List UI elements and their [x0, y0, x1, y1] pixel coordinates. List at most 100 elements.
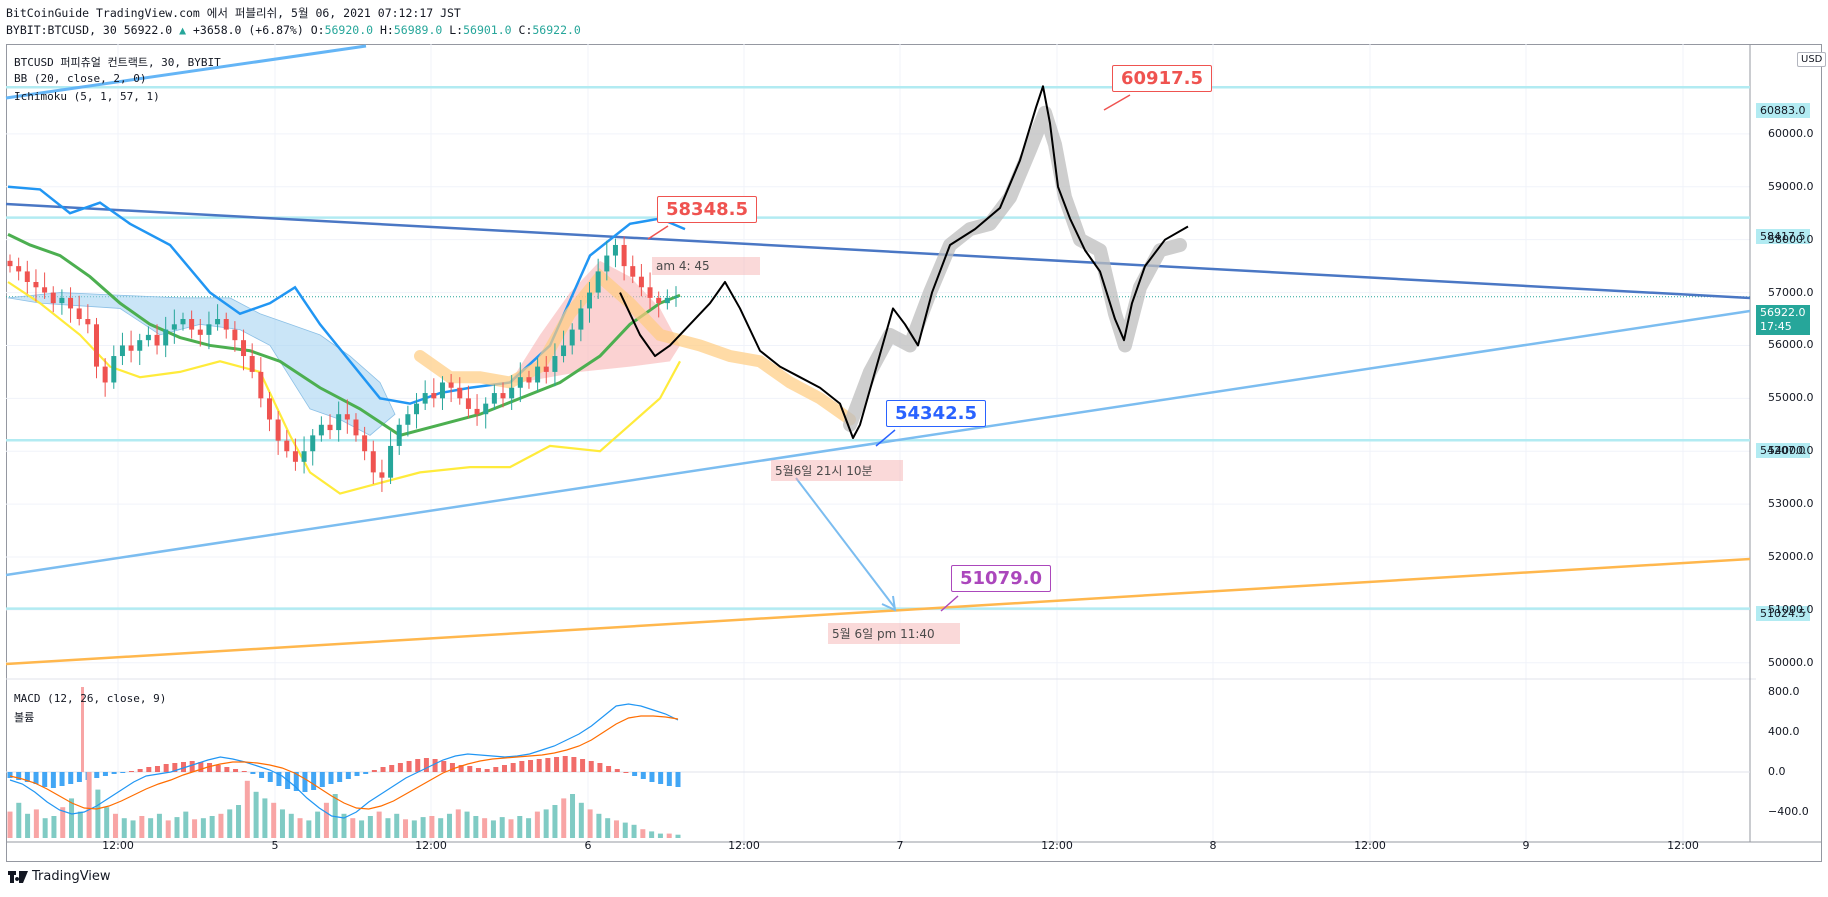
time-note-1[interactable]: am 4: 45: [652, 257, 760, 275]
volume-bar: [411, 820, 417, 838]
time-note-3[interactable]: 5월 6일 pm 11:40: [828, 623, 960, 644]
brand-name: TradingView: [32, 869, 111, 884]
price-change: +3658.0 (+6.87%): [193, 23, 304, 37]
candle-body: [474, 408, 480, 415]
tradingview-logo-icon: [8, 870, 28, 883]
macd-histogram-bar: [189, 761, 195, 772]
macd-histogram-bar: [380, 767, 386, 772]
volume-spike: [81, 687, 84, 772]
candle-body: [85, 319, 91, 325]
candle-body: [301, 451, 307, 462]
price-tick-10: 60000.0: [1768, 126, 1814, 140]
candle-body: [59, 297, 65, 304]
volume-bar: [376, 811, 382, 838]
volume-bar: [130, 820, 136, 838]
candle-body: [465, 398, 471, 409]
volume-bar: [95, 789, 101, 838]
macd-histogram-bar: [432, 759, 438, 772]
candle-body: [431, 393, 437, 399]
candle-body: [266, 398, 272, 420]
volume-bar: [16, 802, 22, 838]
candle-body: [206, 324, 212, 335]
ichimoku-cloud: [7, 260, 680, 436]
price-tick-9: 59000.0: [1768, 179, 1814, 193]
candle-body: [621, 244, 627, 267]
forecast-arrow: [795, 477, 896, 609]
volume-bar: [464, 811, 470, 838]
candle-body: [223, 319, 229, 330]
macd-legend[interactable]: MACD (12, 26, close, 9): [14, 692, 167, 705]
time-tick-9: 9: [1522, 839, 1530, 852]
resistance-flag[interactable]: 58348.5: [657, 196, 757, 223]
candle-body: [587, 292, 593, 309]
volume-bar: [534, 811, 540, 838]
candle-body: [68, 297, 74, 309]
candle-body: [232, 329, 238, 341]
volume-bar: [60, 807, 66, 838]
candle-body: [656, 297, 662, 304]
bb-legend[interactable]: BB (20, close, 2, 0): [14, 72, 147, 85]
candle-body: [180, 319, 186, 325]
candle-body: [145, 334, 151, 341]
macd-tick-0: 800.0: [1768, 685, 1800, 698]
target-flag-low[interactable]: 51079.0: [951, 565, 1051, 592]
ichimoku-legend[interactable]: Ichimoku (5, 1, 57, 1): [14, 90, 160, 103]
macd-histogram-bar: [623, 772, 629, 773]
macd-histogram-bar: [111, 772, 117, 774]
macd-tick-3: −400.0: [1768, 805, 1809, 818]
candle-body: [128, 345, 134, 351]
volume-bar: [271, 802, 277, 838]
volume-bar: [420, 817, 426, 838]
volume-bar: [508, 819, 514, 838]
macd-histogram-bar: [371, 770, 377, 772]
footer[interactable]: TradingView: [8, 869, 111, 884]
macd-histogram-bar: [580, 759, 586, 772]
support-flag[interactable]: 54342.5: [886, 400, 986, 427]
candle-body: [483, 403, 489, 415]
candle-body: [102, 366, 108, 383]
candle-body: [673, 296, 679, 298]
volume-bar: [499, 817, 505, 838]
price-tick-8: 58000.0: [1768, 232, 1814, 246]
macd-histogram-bar: [181, 762, 187, 772]
time-tick-4: 12:00: [728, 839, 760, 852]
price-tick-0: 50000.0: [1768, 655, 1814, 669]
volume-bar: [482, 818, 488, 838]
current-price-tag: 56922.0 17:45: [1756, 305, 1810, 335]
volume-bar: [367, 816, 373, 838]
candle-body: [517, 377, 523, 388]
macd-histogram-bar: [458, 765, 464, 772]
candle-body: [379, 472, 385, 478]
target-flag-high[interactable]: 60917.5: [1112, 65, 1212, 92]
volume-bar: [666, 833, 672, 838]
volume-bar: [385, 818, 391, 838]
volume-bar: [490, 820, 496, 838]
volume-legend[interactable]: 볼륨: [14, 711, 35, 724]
volume-bar: [306, 820, 312, 838]
symbol-legend[interactable]: BTCUSD 퍼피츄얼 컨트랙트, 30, BYBIT: [14, 56, 221, 69]
macd-histogram-bar: [267, 772, 273, 782]
candle-body: [76, 308, 82, 320]
volume-bar: [42, 818, 48, 838]
chart-frame[interactable]: [6, 44, 1822, 862]
volume-bar: [359, 820, 365, 838]
volume-bar: [236, 805, 242, 838]
price-tick-2: 52000.0: [1768, 550, 1814, 563]
currency-badge[interactable]: USD: [1797, 52, 1827, 67]
volume-bar: [139, 816, 145, 838]
volume-bar: [297, 818, 303, 838]
volume-bar: [7, 811, 13, 838]
macd-histogram-bar: [94, 772, 100, 778]
volume-bar: [675, 834, 681, 838]
low-label: L:: [449, 23, 464, 37]
level-tag-51024: 51024.5: [1756, 606, 1810, 621]
time-note-2[interactable]: 5월6일 21시 10분: [771, 460, 903, 481]
volume-bar: [86, 772, 92, 838]
volume-bar: [209, 816, 215, 838]
candle-body: [414, 403, 420, 415]
macd-histogram-bar: [276, 772, 282, 786]
volume-bar: [279, 809, 285, 838]
candle-body: [362, 435, 368, 452]
candle-body: [249, 356, 255, 372]
